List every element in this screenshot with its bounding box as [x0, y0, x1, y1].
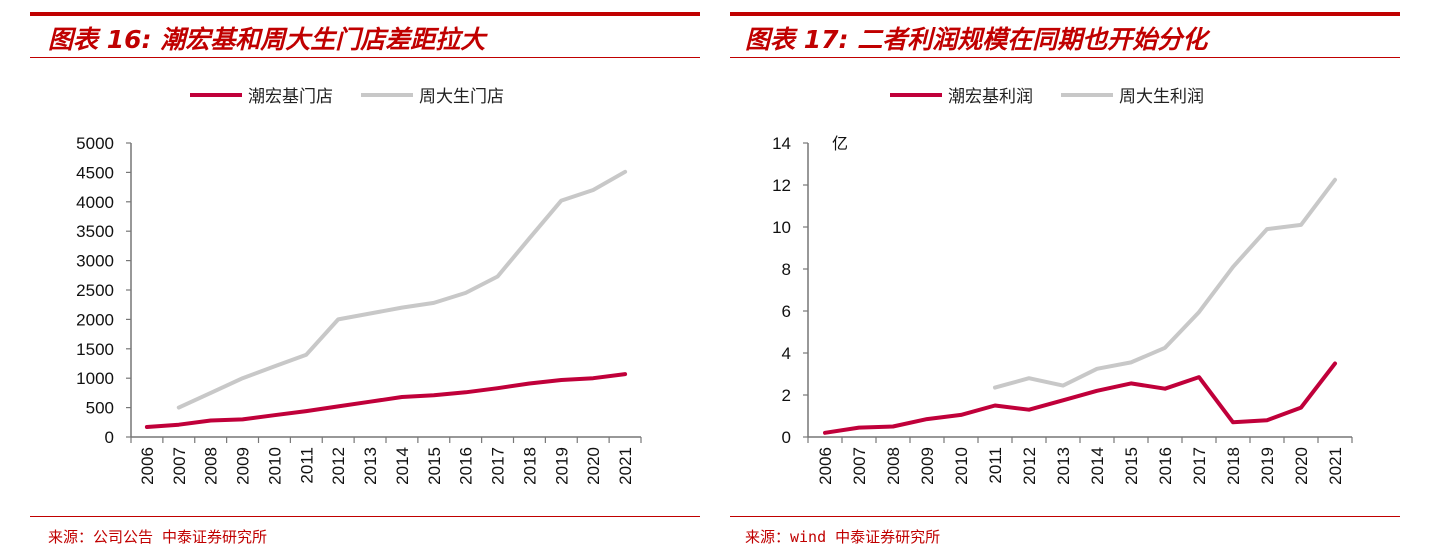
x-tick-label: 2019 [552, 447, 571, 485]
source-note: 来源：wind 中泰证券研究所 [745, 528, 941, 546]
x-tick-label: 2015 [1122, 447, 1141, 485]
x-tick-label: 2010 [952, 447, 971, 485]
x-tick-label: 2008 [884, 447, 903, 485]
divider [730, 516, 1400, 517]
x-tick-label: 2017 [489, 447, 508, 485]
divider [30, 516, 700, 517]
x-tick-label: 2013 [1054, 447, 1073, 485]
x-tick-label: 2020 [584, 447, 603, 485]
y-tick-label: 5000 [76, 134, 114, 153]
legend-label: 潮宏基门店 [248, 87, 333, 107]
legend: 潮宏基利润 周大生利润 [890, 82, 1204, 107]
x-tick-label: 2014 [393, 447, 412, 485]
legend-swatch [890, 92, 942, 97]
x-tick-label: 2007 [170, 447, 189, 485]
x-tick-label: 2020 [1292, 447, 1311, 485]
y-tick-label: 4000 [76, 193, 114, 212]
y-tick-label: 3000 [76, 252, 114, 271]
x-tick-label: 2009 [918, 447, 937, 485]
y-tick-label: 500 [86, 399, 114, 418]
x-tick-label: 2006 [816, 447, 835, 485]
x-tick-label: 2013 [361, 447, 380, 485]
y-tick-label: 12 [772, 176, 791, 195]
y-tick-label: 0 [105, 428, 114, 447]
x-tick-label: 2012 [1020, 447, 1039, 485]
y-tick-label: 2 [782, 386, 791, 405]
y-tick-label: 4 [782, 344, 791, 363]
source-note: 来源：公司公告 中泰证券研究所 [48, 528, 268, 546]
title-bar [730, 12, 1400, 16]
legend-item: 周大生利润 [1061, 82, 1204, 107]
x-tick-label: 2014 [1088, 447, 1107, 485]
y-tick-label: 2500 [76, 281, 114, 300]
divider [730, 57, 1400, 58]
legend-item: 周大生门店 [361, 82, 504, 107]
x-tick-label: 2008 [202, 447, 221, 485]
x-tick-label: 2016 [1156, 447, 1175, 485]
y-tick-label: 6 [782, 302, 791, 321]
legend-item: 潮宏基利润 [890, 82, 1033, 107]
y-tick-label: 2000 [76, 310, 114, 329]
y-axis-unit-label: 亿 [832, 134, 848, 153]
x-tick-label: 2010 [265, 447, 284, 485]
x-tick-label: 2009 [234, 447, 253, 485]
y-tick-label: 3500 [76, 222, 114, 241]
series-line-2 [993, 177, 1337, 390]
legend-label: 潮宏基利润 [948, 87, 1033, 107]
legend-item: 潮宏基门店 [190, 82, 333, 107]
y-tick-label: 1500 [76, 340, 114, 359]
y-tick-label: 4500 [76, 163, 114, 182]
x-tick-label: 2011 [986, 447, 1005, 484]
x-tick-label: 2017 [1190, 447, 1209, 485]
title-bar [30, 12, 700, 16]
x-tick-label: 2011 [297, 447, 316, 484]
y-tick-label: 0 [782, 428, 791, 447]
x-tick-label: 2021 [1326, 447, 1345, 485]
x-tick-label: 2021 [616, 447, 635, 485]
divider [30, 57, 700, 58]
series-line-1 [823, 361, 1337, 435]
legend-swatch [190, 92, 242, 97]
x-tick-label: 2015 [425, 447, 444, 485]
series-line-2 [176, 169, 628, 410]
legend-label: 周大生门店 [419, 87, 504, 107]
x-tick-label: 2016 [457, 447, 476, 485]
x-tick-label: 2019 [1258, 447, 1277, 485]
chart-title: 图表 17: 二者利润规模在同期也开始分化 [745, 25, 1208, 54]
x-tick-label: 2018 [1224, 447, 1243, 485]
x-tick-label: 2018 [520, 447, 539, 485]
y-tick-label: 1000 [76, 369, 114, 388]
x-tick-label: 2007 [850, 447, 869, 485]
legend: 潮宏基门店 周大生门店 [190, 82, 504, 107]
legend-label: 周大生利润 [1119, 87, 1204, 107]
x-tick-label: 2006 [138, 447, 157, 485]
legend-swatch [1061, 92, 1113, 97]
x-tick-label: 2012 [329, 447, 348, 485]
y-tick-label: 8 [782, 260, 791, 279]
y-tick-label: 14 [772, 134, 791, 153]
series-line-1 [144, 372, 628, 429]
chart-title: 图表 16: 潮宏基和周大生门店差距拉大 [48, 25, 486, 54]
legend-swatch [361, 92, 413, 97]
y-tick-label: 10 [772, 218, 791, 237]
